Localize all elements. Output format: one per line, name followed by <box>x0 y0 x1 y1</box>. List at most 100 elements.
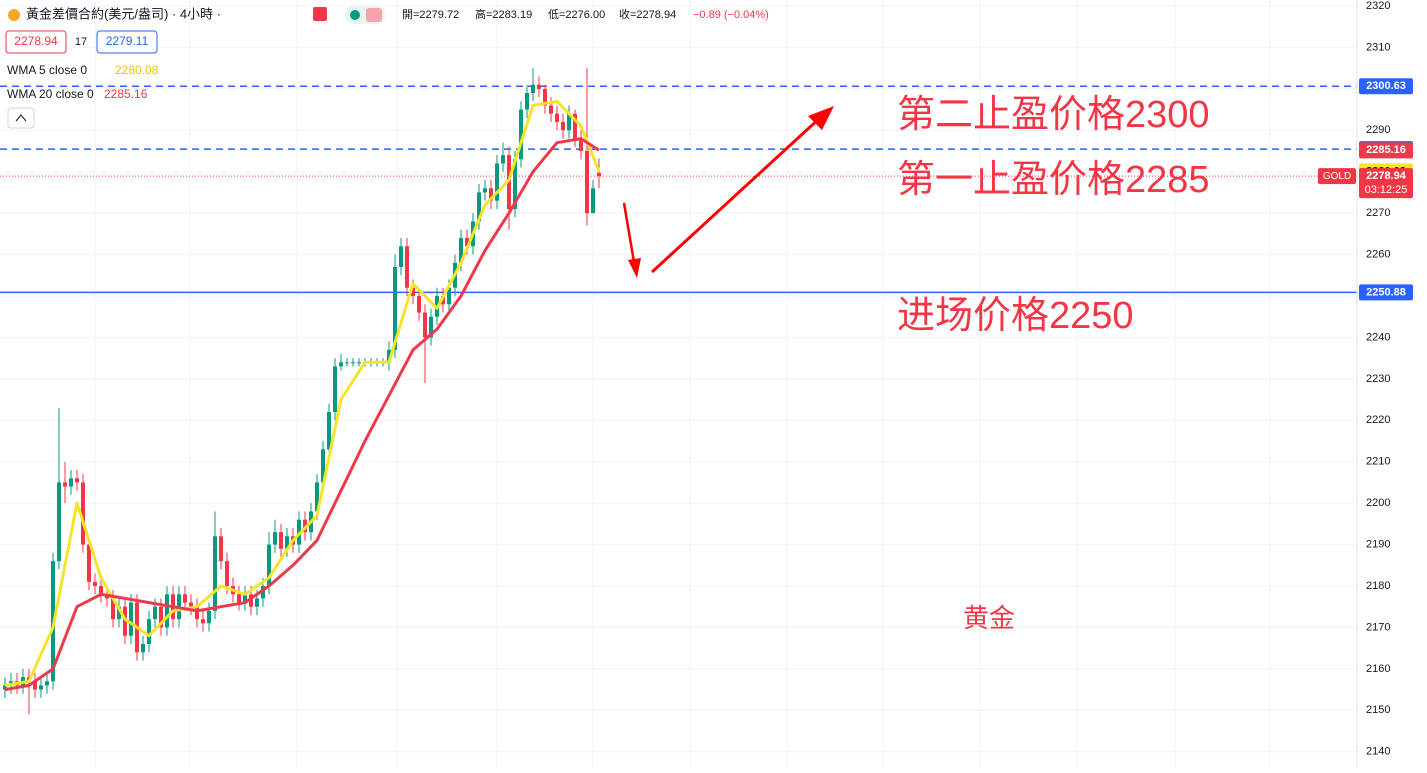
candle-body <box>482 188 487 193</box>
candle-body <box>224 561 229 587</box>
last-price-label: 2278.94 <box>1366 170 1407 182</box>
y-tick-label: 2210 <box>1366 456 1390 468</box>
toggle-icon <box>366 8 382 22</box>
candle-body <box>596 172 601 177</box>
candle-body <box>116 606 121 620</box>
candle-body <box>404 246 409 288</box>
indicator-value: 2285.16 <box>104 87 148 101</box>
indicator-name: WMA 5 close 0 <box>7 63 87 77</box>
candle-body <box>122 606 127 636</box>
candle-body <box>542 88 547 106</box>
collapse-button[interactable] <box>7 107 35 129</box>
candle-body <box>464 238 469 247</box>
candle-body <box>500 155 505 164</box>
candle-body <box>398 246 403 268</box>
candle-body <box>578 138 583 152</box>
candle-body <box>530 84 535 94</box>
candle-body <box>140 644 145 653</box>
ohlc-change: −0.89 (−0.04%) <box>693 9 769 21</box>
wma-line <box>4 137 600 692</box>
candle-body <box>128 602 133 636</box>
arrows <box>622 106 834 278</box>
candle-body <box>326 412 331 450</box>
y-tick-label: 2230 <box>1366 373 1390 385</box>
flag[interactable] <box>313 7 327 21</box>
price-tag <box>1359 284 1413 301</box>
y-tick-label: 2220 <box>1366 414 1390 426</box>
last-price-tag <box>1359 168 1413 199</box>
annotation: 第一止盈价格2285 <box>897 159 1210 201</box>
price-tag-label: 2250.88 <box>1366 286 1406 298</box>
buy-price: 2279.11 <box>106 34 149 48</box>
candle-body <box>110 598 115 620</box>
candle-body <box>320 449 325 483</box>
candle-body <box>278 532 283 549</box>
candle-body <box>68 478 73 487</box>
annotation: 黄金 <box>963 603 1015 633</box>
candle-body <box>458 238 463 263</box>
indicator-name: WMA 20 close 0 <box>7 87 94 101</box>
candle-body <box>554 113 559 123</box>
y-tick-label: 2150 <box>1366 704 1390 716</box>
candle-body <box>194 606 199 620</box>
candle-body <box>518 109 523 160</box>
candle-body <box>266 544 271 587</box>
candle-body <box>446 287 451 305</box>
spread: 17 <box>75 36 87 48</box>
candle-body <box>560 122 565 131</box>
candle-body <box>248 594 253 607</box>
y-tick-label: 2200 <box>1366 497 1390 509</box>
candle-body <box>86 544 91 582</box>
symbol-label: GOLD <box>1323 171 1351 182</box>
candle-body <box>338 362 343 367</box>
candle-body <box>152 606 157 620</box>
y-tick-label: 2240 <box>1366 331 1390 343</box>
candle-body <box>272 532 277 545</box>
sell-button[interactable] <box>5 30 67 54</box>
indicator-value: 2280.08 <box>115 63 159 77</box>
candle-body <box>182 594 187 603</box>
grid <box>0 5 1357 753</box>
y-tick-label: 2190 <box>1366 538 1390 550</box>
y-tick-label: 2260 <box>1366 248 1390 260</box>
candle-body <box>386 349 391 363</box>
candle-body <box>356 362 361 364</box>
wma-tag <box>1359 142 1413 159</box>
candle-body <box>200 619 205 624</box>
y-tick-label: 2160 <box>1366 663 1390 675</box>
candle-body <box>218 536 223 562</box>
candle-body <box>392 267 397 350</box>
candle-body <box>512 159 517 210</box>
candle-body <box>260 586 265 599</box>
candle-body <box>188 602 193 607</box>
price-axis: 2140 2150 2160 2170 2180 2190 2200 2210 2220 2230… <box>1318 0 1413 758</box>
candle-body <box>416 296 421 313</box>
price-tag <box>1359 78 1413 95</box>
candle-body <box>590 188 595 214</box>
y-tick-label: 2290 <box>1366 124 1390 136</box>
candle-body <box>146 619 151 645</box>
price-tag-label: 2300.63 <box>1366 80 1406 92</box>
candle-body <box>2 685 7 690</box>
time-grid <box>94 0 1271 768</box>
candle-body <box>284 536 289 549</box>
y-tick-label: 2320 <box>1366 0 1390 12</box>
candle-body <box>236 594 241 603</box>
y-tick-label: 2140 <box>1366 746 1390 758</box>
candle-body <box>254 598 259 607</box>
candle-body <box>314 482 319 512</box>
candle-body <box>350 362 355 364</box>
countdown: 03:12:25 <box>1365 184 1408 196</box>
candle-body <box>410 287 415 297</box>
buy-button[interactable] <box>96 30 158 54</box>
symbol-tag <box>1318 168 1356 185</box>
candle-body <box>344 362 349 364</box>
wma-tag-label: 2285.16 <box>1366 144 1406 156</box>
ohlc-open: 開=2279.72 <box>402 8 459 21</box>
candle-body <box>62 482 67 487</box>
toggle-dot <box>350 10 360 20</box>
candle-body <box>74 478 79 483</box>
candle-body <box>524 93 529 110</box>
candle-body <box>80 482 85 545</box>
